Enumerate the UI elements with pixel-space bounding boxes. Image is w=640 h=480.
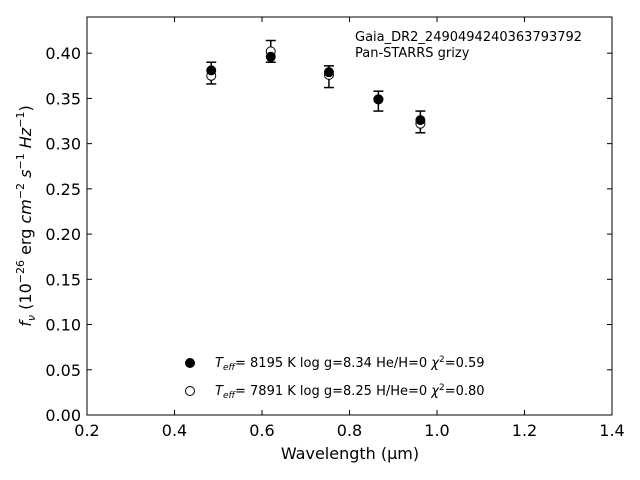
legend-marker-filled xyxy=(185,358,195,368)
x-tick-label: 1.0 xyxy=(424,421,449,440)
y-tick-label: 0.25 xyxy=(45,180,81,199)
legend-entry-2: Teff= 7891 K log g=8.25 H/He=0 χ2=0.80 xyxy=(215,383,485,401)
x-tick-label: 1.2 xyxy=(512,421,537,440)
x-tick-label: 0.4 xyxy=(162,421,187,440)
legend-entry-1: Teff= 8195 K log g=8.34 He/H=0 χ2=0.59 xyxy=(215,355,485,373)
y-tick-label: 0.00 xyxy=(45,406,81,425)
model-point-filled xyxy=(206,65,217,76)
y-tick-label: 0.20 xyxy=(45,225,81,244)
y-tick-label: 0.10 xyxy=(45,316,81,335)
model-point-filled xyxy=(373,94,384,105)
data-marks xyxy=(206,39,426,134)
y-tick-label: 0.35 xyxy=(45,89,81,108)
y-tick-label: 0.15 xyxy=(45,270,81,289)
x-axis-label: Wavelength (μm) xyxy=(281,444,419,463)
model-point-filled xyxy=(323,67,334,78)
y-tick-label: 0.40 xyxy=(45,44,81,63)
x-tick-label: 0.2 xyxy=(74,421,99,440)
model-point-filled xyxy=(265,51,276,62)
legend-marker-open xyxy=(185,386,195,396)
y-tick-label: 0.30 xyxy=(45,135,81,154)
x-tick-label: 0.6 xyxy=(249,421,274,440)
y-axis-label: fν (10−26 erg cm−2 s−1 Hz−1) xyxy=(14,105,38,326)
svg-text:fν (10−26 erg cm−2 s−1 Hz−1): fν (10−26 erg cm−2 s−1 Hz−1) xyxy=(14,105,38,326)
plot-frame xyxy=(86,16,613,416)
model-point-filled xyxy=(415,115,426,126)
y-tick-label: 0.05 xyxy=(45,361,81,380)
legend: Teff= 8195 K log g=8.34 He/H=0 χ2=0.59 T… xyxy=(185,355,485,401)
x-tick-label: 0.8 xyxy=(337,421,362,440)
axis-ticks: 0.2 0.4 0.6 0.8 1.0 1.2 1.4 0.00 0.05 0.10 0.15 0.2… xyxy=(45,17,625,440)
annotation-line-2: Pan-STARRS grizy xyxy=(355,46,470,61)
annotation-line-1: Gaia_DR2_2490494240363793792 xyxy=(355,30,582,45)
x-tick-label: 1.4 xyxy=(599,421,624,440)
